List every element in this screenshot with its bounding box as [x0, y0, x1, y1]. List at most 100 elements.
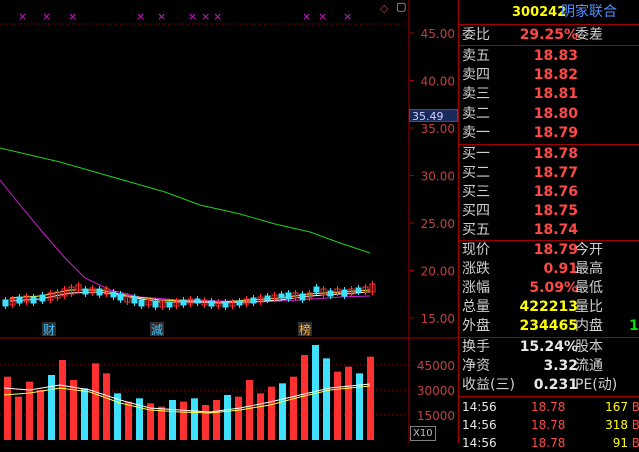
candle-body: [313, 286, 320, 293]
kline-chart[interactable]: 45.00 40.00 35.00 30.00 25.00 20.00 15.00 45000…: [0, 0, 458, 443]
buy-level-row[interactable]: 买三 18.76: [459, 183, 639, 202]
sell-level-row[interactable]: 卖二 18.80: [459, 105, 639, 124]
sell-level-row[interactable]: 卖四 18.82: [459, 66, 639, 85]
candle-body: [103, 288, 110, 295]
stat-value: 5.09%: [529, 280, 578, 296]
price-axis-label: 15.00: [421, 312, 455, 326]
stat-label-secondary: 内盘: [575, 318, 603, 334]
kline-chart-area[interactable]: 45.00 40.00 35.00 30.00 25.00 20.00 15.00 45000…: [0, 0, 458, 443]
stat-label-secondary: 今开: [575, 242, 603, 258]
volume-bar: [59, 360, 66, 440]
volume-bar: [125, 401, 132, 440]
event-x-marker: ×: [68, 10, 77, 23]
buy-level-price: 18.76: [533, 184, 578, 200]
wei-bi-label: 委比: [462, 27, 490, 43]
candle-body: [369, 283, 376, 293]
candle-body: [23, 295, 30, 303]
candle-body: [250, 297, 257, 304]
stat-label: 涨幅: [462, 280, 490, 296]
volume-bar: [136, 398, 143, 440]
candle-body: [243, 298, 250, 305]
candle-body: [16, 296, 23, 304]
sell-level-row[interactable]: 卖五 18.83: [459, 47, 639, 66]
stat-value: 18.79: [533, 242, 578, 258]
price-axis-label: 45.00: [421, 27, 455, 41]
event-badge-bg: [150, 322, 164, 336]
volume-bar: [356, 373, 363, 440]
volume-bar: [323, 358, 330, 440]
stat-label-secondary: 股本: [575, 339, 603, 355]
volume-bar: [224, 395, 231, 440]
volume-bar: [312, 345, 319, 440]
candle-body: [145, 299, 152, 306]
candle-body: [152, 300, 159, 308]
stat-label-secondary: 量比: [575, 299, 603, 315]
wei-bi-row: 委比 29.25% 委差: [459, 26, 639, 45]
stat-label-secondary: 最低: [575, 280, 603, 296]
trade-row: 14:56 18.78 91 B: [459, 434, 639, 452]
buy-level-price: 18.75: [533, 203, 578, 219]
volume-bar: [103, 373, 110, 440]
candle-body: [173, 300, 180, 307]
buy-level-price: 18.77: [533, 165, 578, 181]
candle-body: [299, 293, 306, 301]
candle-body: [327, 290, 334, 297]
volume-bar: [191, 398, 198, 440]
volume-bar: [81, 388, 88, 440]
candle-body: [264, 295, 271, 301]
trade-direction: B: [631, 418, 639, 432]
buy-level-row[interactable]: 买五 18.74: [459, 221, 639, 240]
volume-bar: [257, 393, 264, 440]
candle-body: [229, 301, 236, 307]
trade-row: 14:56 18.78 318 B: [459, 416, 639, 434]
candle-body: [110, 291, 117, 298]
candle-body: [236, 300, 243, 306]
sell-level-row[interactable]: 卖三 18.81: [459, 85, 639, 104]
price-axis-label: 25.00: [421, 217, 455, 231]
event-x-marker: ×: [42, 10, 51, 23]
volume-bar: [213, 400, 220, 440]
stat-label: 外盘: [462, 318, 490, 334]
candle-body: [215, 301, 222, 307]
trade-price: 18.78: [531, 436, 566, 450]
diamond-icon[interactable]: ◇: [380, 2, 389, 15]
candle-body: [124, 295, 131, 303]
candle-body: [355, 287, 362, 293]
window-frame-icon[interactable]: ▢: [396, 0, 407, 13]
sell-level-label: 卖四: [462, 67, 490, 84]
buy-level-row[interactable]: 买一 18.78: [459, 145, 639, 164]
stat-label-secondary: 最高: [575, 261, 603, 277]
volume-bar: [147, 403, 154, 440]
event-badge: 減: [151, 322, 163, 337]
event-x-marker: ×: [213, 10, 222, 23]
candle-body: [68, 286, 75, 295]
trade-price: 18.78: [531, 418, 566, 432]
volume-bar: [37, 390, 44, 440]
stock-header: 300242 明家联合: [459, 3, 639, 22]
stat-label-secondary: 流通: [575, 358, 603, 374]
volume-bar: [235, 396, 242, 440]
candle-body: [187, 298, 194, 305]
volume-ma-white: [3, 383, 371, 413]
volume-scale-label[interactable]: X10: [410, 426, 436, 441]
stat-value: 422213: [519, 299, 578, 315]
stat-value: 234465: [519, 318, 578, 334]
volume-bar: [279, 383, 286, 440]
buy-level-row[interactable]: 买四 18.75: [459, 202, 639, 221]
trade-volume: 91: [612, 436, 628, 450]
event-x-marker: ×: [318, 10, 327, 23]
trade-price: 18.78: [531, 400, 566, 414]
quote-stat-row: 净资 3.32 流通: [459, 357, 639, 376]
sell-level-price: 18.79: [533, 124, 578, 141]
quote-panel: 300242 明家联合 委比 29.25% 委差 卖五 18.83 卖四 18.82 卖…: [458, 0, 639, 450]
sell-level-row[interactable]: 卖一 18.79: [459, 124, 639, 143]
volume-bar: [290, 376, 297, 440]
candle-body: [201, 299, 208, 306]
candle-body: [257, 296, 264, 303]
buy-level-row[interactable]: 买二 18.77: [459, 164, 639, 183]
stat-label: 收益(三): [462, 377, 515, 393]
event-x-marker: ×: [136, 10, 145, 23]
separator: [459, 337, 639, 338]
quote-stat-row: 涨幅 5.09% 最低: [459, 279, 639, 298]
quote-stat-row: 现价 18.79 今开: [459, 241, 639, 260]
